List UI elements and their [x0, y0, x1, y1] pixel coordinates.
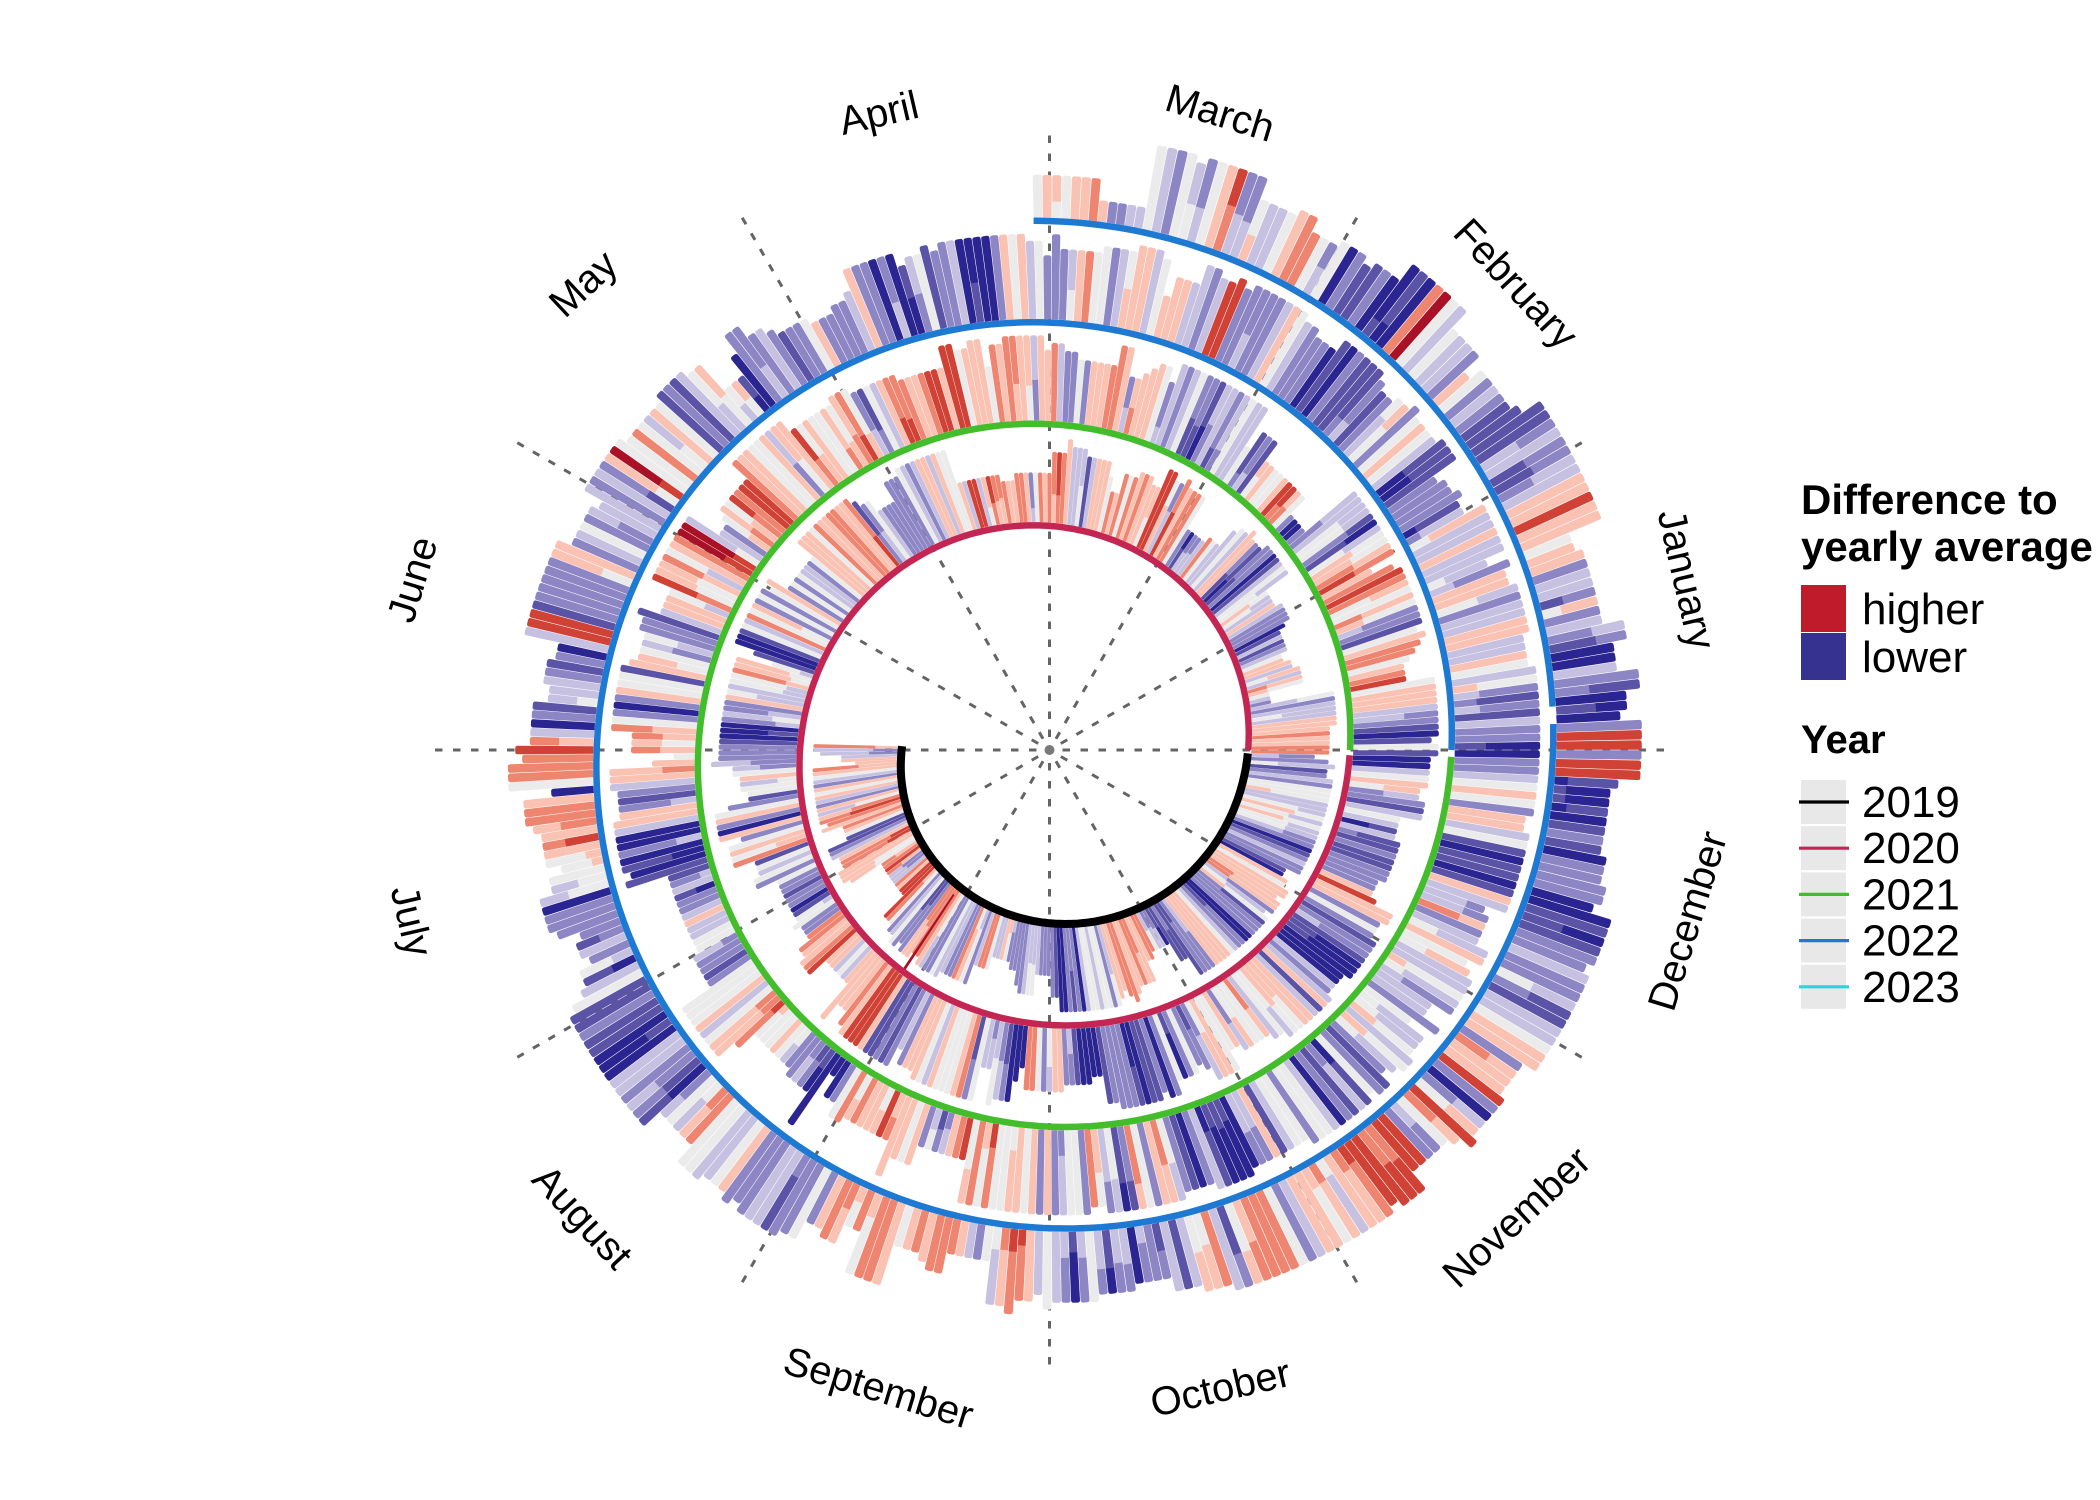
svg-text:2021: 2021: [1862, 870, 1960, 919]
svg-text:Year: Year: [1801, 718, 1886, 762]
svg-text:2022: 2022: [1862, 917, 1960, 966]
svg-text:higher: higher: [1862, 585, 1984, 634]
svg-text:yearly average: yearly average: [1801, 523, 2093, 570]
svg-text:2019: 2019: [1862, 778, 1960, 827]
svg-text:lower: lower: [1862, 633, 1967, 682]
svg-text:Difference to: Difference to: [1801, 476, 2058, 523]
svg-text:2020: 2020: [1862, 824, 1960, 873]
svg-text:2023: 2023: [1862, 963, 1960, 1012]
